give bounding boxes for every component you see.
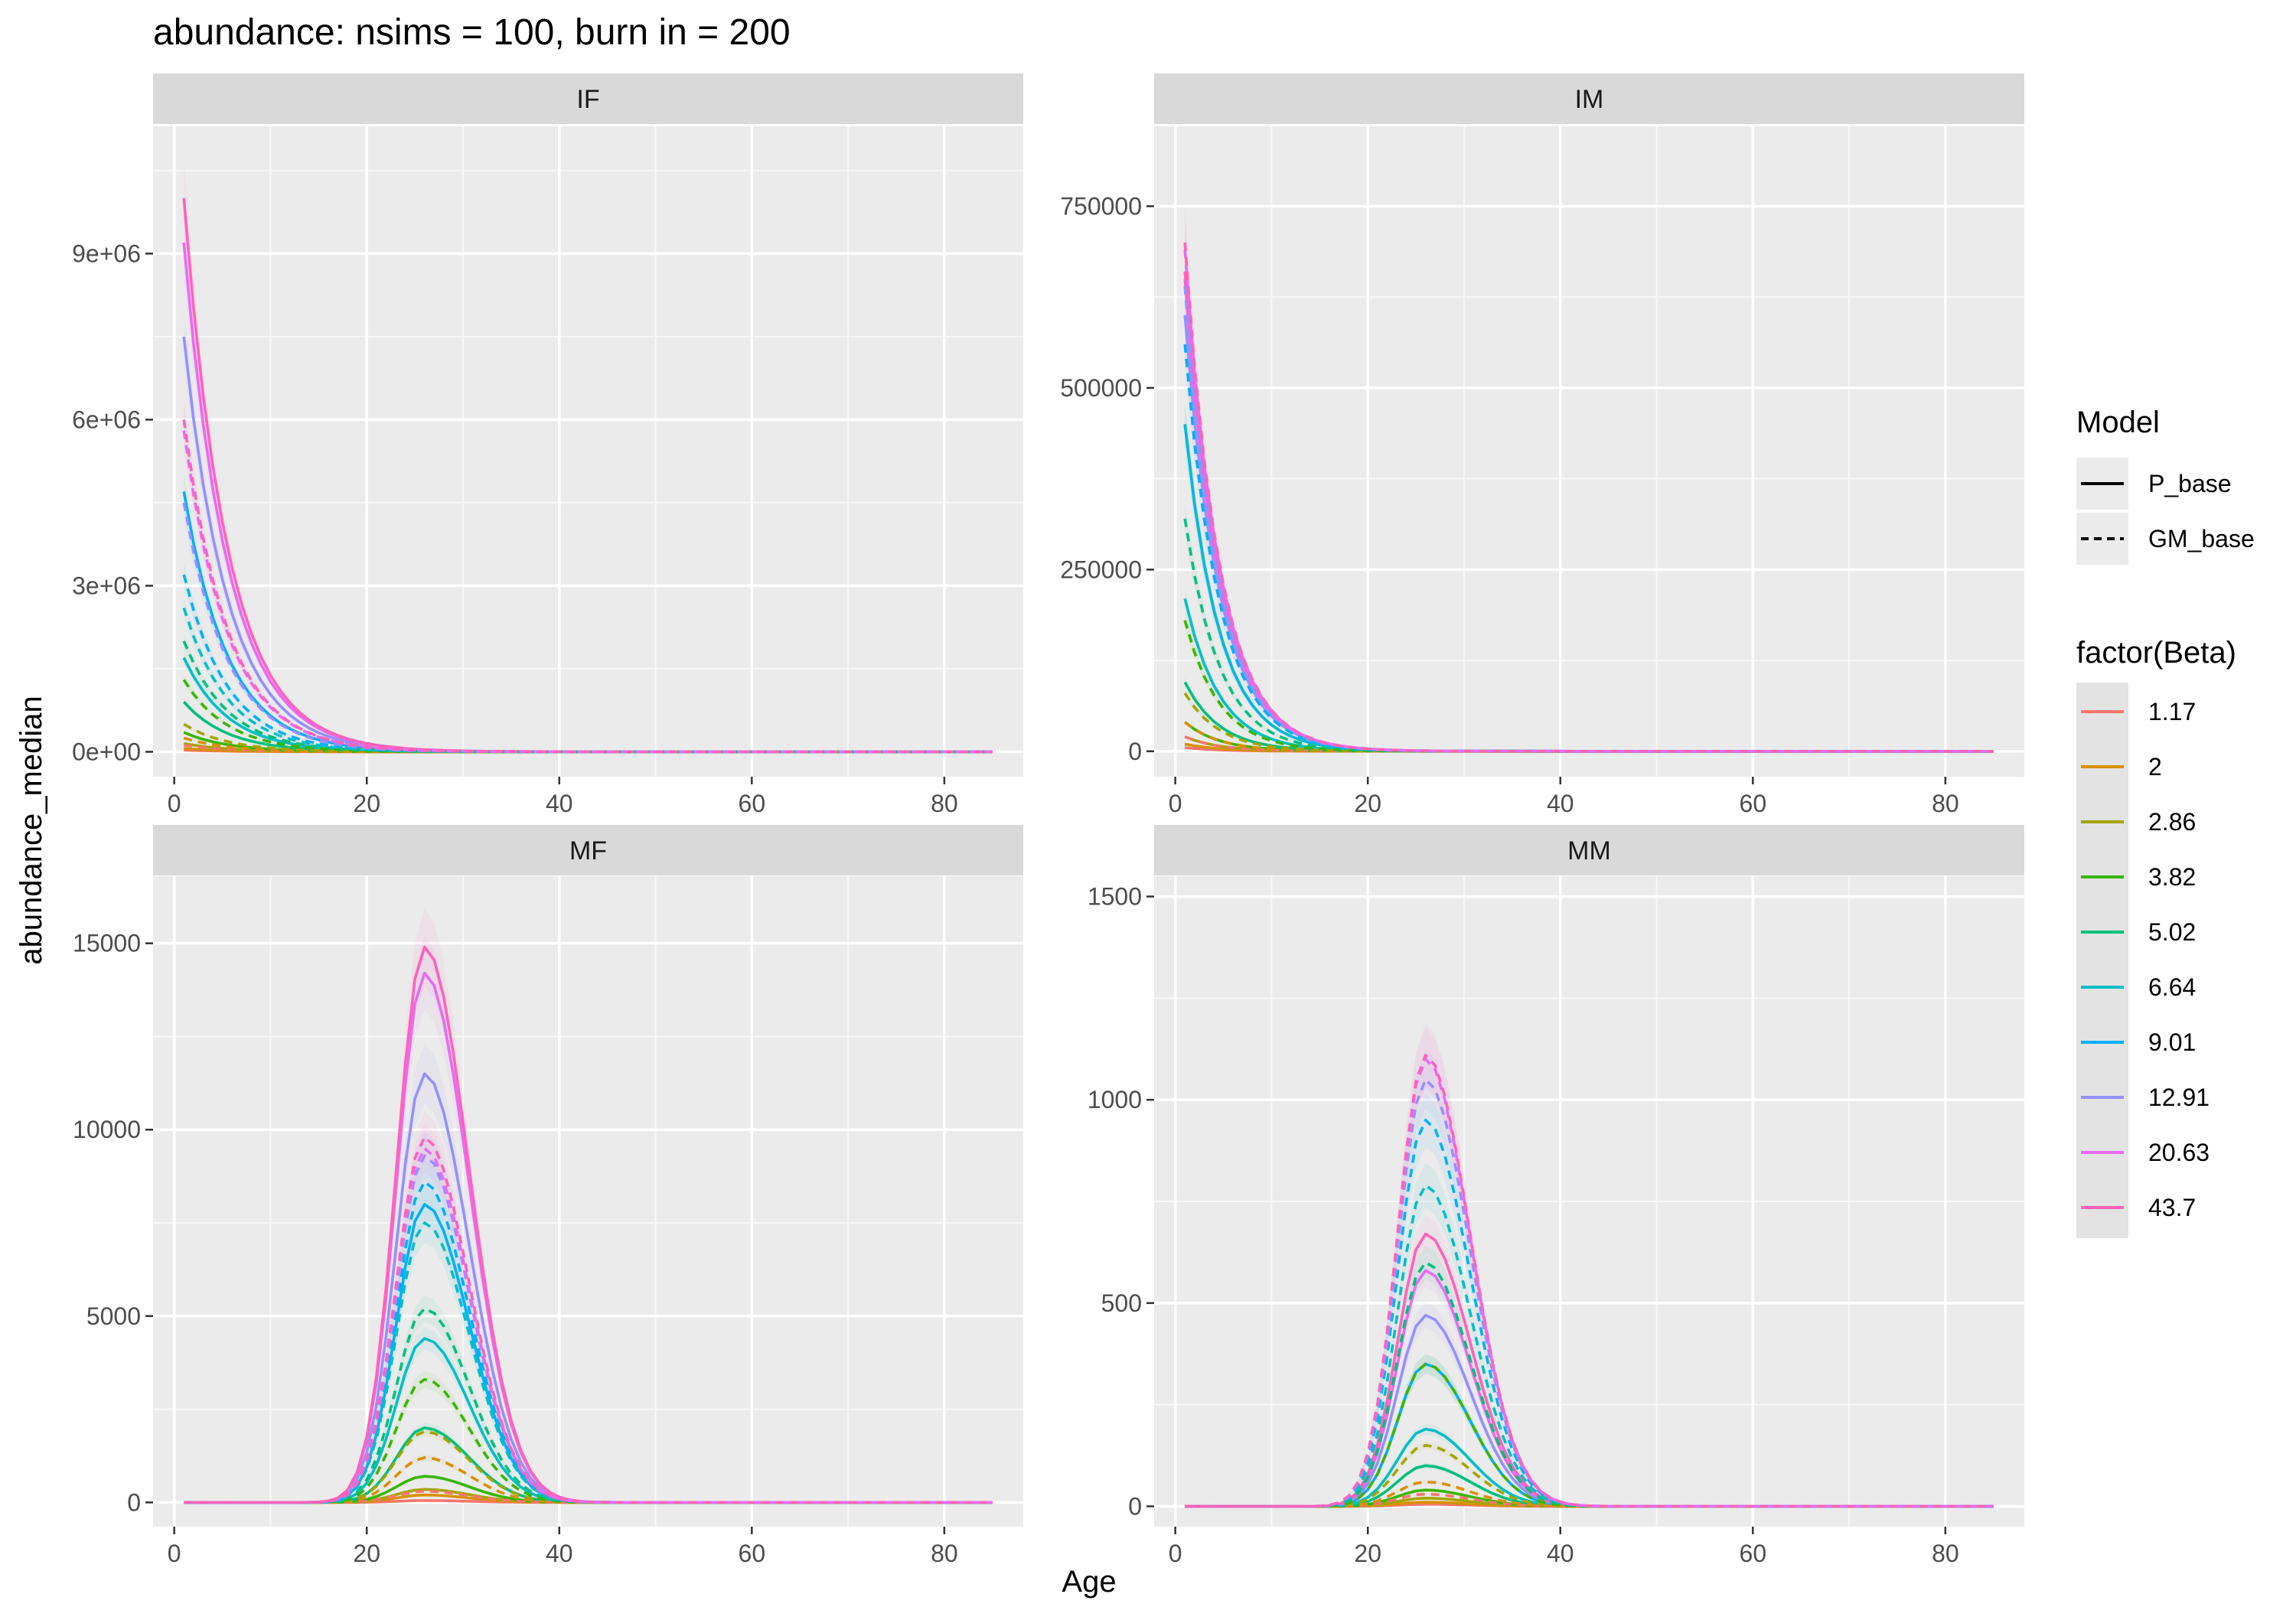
facet-panel-MF: MF 0 20 40 60 80 0 5000 10000 15000: [73, 825, 1023, 1567]
legend-label-5.02: 5.02: [2148, 918, 2196, 946]
y-tick-label: 9e+06: [72, 240, 141, 267]
y-tick-label: 0: [1128, 738, 1142, 765]
y-tick-label: 1500: [1088, 883, 1142, 911]
y-tick-label: 500: [1101, 1289, 1142, 1317]
x-tick-label: 40: [1547, 790, 1574, 817]
x-tick-label: 80: [931, 790, 958, 817]
facet-strip-IM: [1154, 73, 2024, 124]
facet-strip-MF: [153, 825, 1023, 875]
y-tick-label: 10000: [73, 1116, 141, 1143]
y-tick-label: 6e+06: [72, 406, 141, 433]
x-tick-label: 40: [546, 790, 573, 817]
x-tick-label: 60: [739, 790, 766, 817]
y-tick-label: 500000: [1060, 374, 1142, 402]
legend-label-9.01: 9.01: [2148, 1028, 2196, 1056]
y-axis-title: abundance_median: [15, 696, 48, 964]
legend-label-1.17: 1.17: [2148, 698, 2196, 725]
facet-panels: IF 0 20 40 60 80 0e+00 3e+06 6e+06 9e+06 IM 0 20 40 60…: [72, 73, 2024, 1567]
x-tick-label: 60: [1740, 790, 1767, 817]
x-tick-label: 80: [931, 1540, 958, 1567]
facet-panel-IF: IF 0 20 40 60 80 0e+00 3e+06 6e+06 9e+06: [72, 73, 1023, 817]
x-axis-title: Age: [1062, 1565, 1116, 1599]
series-line-GM_base-43.7: [1183, 242, 1994, 753]
x-tick-label: 60: [739, 1540, 766, 1567]
x-tick-label: 20: [353, 1540, 380, 1567]
facet-panel-IM: IM 0 20 40 60 80 0 250000 500000 750000: [1060, 73, 2024, 817]
facet-strip-MM: [1154, 825, 2024, 875]
x-tick-label: 40: [1547, 1540, 1574, 1567]
x-tick-label: 40: [546, 1540, 573, 1567]
x-tick-label: 60: [1740, 1540, 1767, 1567]
x-tick-label: 20: [353, 790, 380, 817]
facet-strip-label: MM: [1567, 836, 1611, 865]
y-tick-label: 750000: [1060, 192, 1142, 220]
y-tick-label: 15000: [73, 930, 141, 957]
legend-label-3.82: 3.82: [2148, 863, 2196, 891]
legend-title-model: Model: [2076, 406, 2160, 439]
x-tick-label: 0: [1169, 1540, 1182, 1567]
x-tick-label: 20: [1354, 1540, 1381, 1567]
y-tick-label: 5000: [86, 1302, 141, 1330]
y-tick-label: 3e+06: [72, 572, 141, 599]
x-tick-label: 0: [168, 790, 181, 817]
chart-title: abundance: nsims = 100, burn in = 200: [153, 12, 791, 53]
x-tick-label: 20: [1354, 790, 1381, 817]
legend-label-20.63: 20.63: [2148, 1139, 2210, 1166]
series-line-GM_base-43.7: [182, 419, 993, 754]
legend-label-2.86: 2.86: [2148, 808, 2196, 836]
facet-strip-label: IM: [1575, 85, 1604, 114]
series-line-GM_base-43.7: [184, 1136, 993, 1504]
x-tick-label: 80: [1932, 790, 1959, 817]
legend-label-GM_base: GM_base: [2148, 525, 2255, 553]
x-tick-label: 0: [168, 1540, 181, 1567]
facet-panel-MM: MM 0 20 40 60 80 0 500 1000 1500: [1088, 825, 2024, 1567]
legend-label-12.91: 12.91: [2148, 1084, 2210, 1111]
panel-background: [153, 876, 1023, 1527]
facet-strip-label: MF: [569, 836, 607, 865]
legend-label-P_base: P_base: [2148, 470, 2232, 497]
facet-strip-IF: [153, 73, 1023, 124]
x-tick-label: 0: [1169, 790, 1182, 817]
x-tick-label: 80: [1932, 1540, 1959, 1567]
y-tick-label: 0: [127, 1488, 141, 1516]
legend: Model P_base GM_base factor(Beta) 1.17 2 2.86 3…: [2076, 406, 2255, 1238]
legend-label-6.64: 6.64: [2148, 973, 2196, 1001]
y-tick-label: 0e+00: [72, 738, 141, 765]
panel-background: [1154, 126, 2024, 777]
series-line-GM_base-20.63: [182, 430, 993, 754]
series-line-GM_base-43.7: [1185, 1054, 1994, 1508]
legend-label-43.7: 43.7: [2148, 1194, 2196, 1221]
y-tick-label: 1000: [1088, 1086, 1142, 1113]
panel-background: [153, 126, 1023, 777]
facet-strip-label: IF: [576, 85, 599, 114]
legend-key-bg: [2076, 683, 2128, 1238]
legend-title-beta: factor(Beta): [2076, 636, 2236, 670]
y-tick-label: 0: [1128, 1492, 1142, 1520]
legend-label-2: 2: [2148, 753, 2162, 781]
y-tick-label: 250000: [1060, 556, 1142, 583]
